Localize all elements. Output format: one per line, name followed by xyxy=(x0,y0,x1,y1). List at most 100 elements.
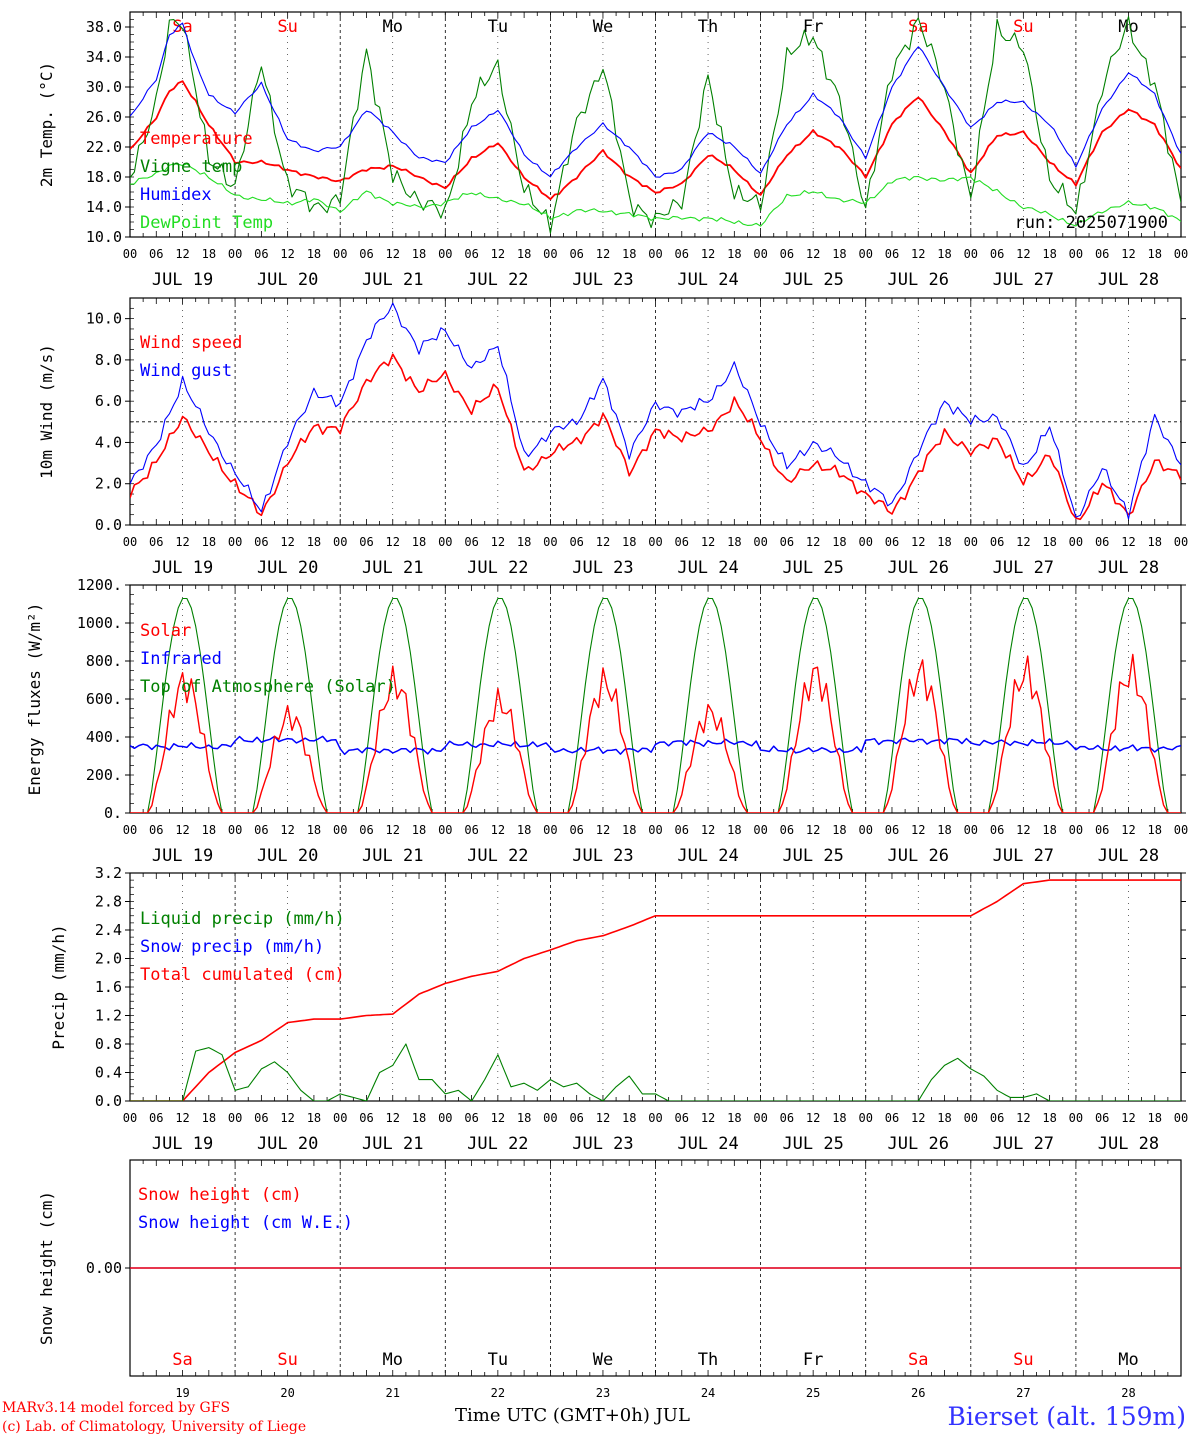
day-of-week-label: Mo xyxy=(1118,17,1138,37)
y-tick-label: 14.0 xyxy=(86,198,122,216)
hour-tick-label: 18 xyxy=(727,247,741,261)
y-tick-label: 0.8 xyxy=(95,1035,122,1053)
hour-tick-label: 06 xyxy=(990,1111,1004,1125)
hour-tick-label: 12 xyxy=(386,1111,400,1125)
hour-tick-label: 06 xyxy=(885,535,899,549)
day-of-week-label: Fr xyxy=(803,1350,823,1370)
legend-entry: Humidex xyxy=(140,185,212,205)
date-label: JUL 22 xyxy=(467,1134,528,1154)
hour-tick-label: 06 xyxy=(254,247,268,261)
hour-tick-label: 00 xyxy=(543,247,557,261)
hour-tick-label: 12 xyxy=(701,1111,715,1125)
hour-tick-label: 18 xyxy=(622,1111,636,1125)
date-label: JUL 21 xyxy=(362,558,423,578)
day-number-label: 24 xyxy=(701,1386,715,1400)
date-label: JUL 21 xyxy=(362,846,423,866)
date-label: JUL 22 xyxy=(467,846,528,866)
y-tick-label: 2.0 xyxy=(95,950,122,968)
hour-tick-label: 12 xyxy=(280,1111,294,1125)
hour-tick-label: 06 xyxy=(885,823,899,837)
y-tick-label: 8.0 xyxy=(95,351,122,369)
plot-area xyxy=(130,302,1181,521)
date-label: JUL 28 xyxy=(1098,270,1159,290)
day-number-label: 20 xyxy=(280,1386,294,1400)
hour-tick-label: 00 xyxy=(858,247,872,261)
hour-tick-label: 06 xyxy=(254,823,268,837)
footer-model-line2: (c) Lab. of Climatology, University of L… xyxy=(2,1419,307,1435)
series-line-2 xyxy=(130,302,1181,520)
y-axis-title: Precip (mm/h) xyxy=(49,924,68,1049)
hour-tick-label: 12 xyxy=(386,535,400,549)
date-label: JUL 23 xyxy=(572,1134,633,1154)
hour-tick-label: 12 xyxy=(1121,1111,1135,1125)
panel-frame xyxy=(129,11,1182,238)
hour-tick-label: 18 xyxy=(727,535,741,549)
day-of-week-label: Fr xyxy=(803,17,823,37)
legend-entry: Temperature xyxy=(140,129,253,149)
hour-tick-label: 06 xyxy=(885,247,899,261)
hour-tick-label: 06 xyxy=(780,247,794,261)
hour-tick-label: 00 xyxy=(648,1111,662,1125)
date-label: JUL 19 xyxy=(152,846,213,866)
day-of-week-label: Su xyxy=(277,1350,297,1370)
day-number-label: 25 xyxy=(806,1386,820,1400)
hour-tick-label: 18 xyxy=(307,823,321,837)
hour-tick-label: 12 xyxy=(1121,823,1135,837)
series-line-1 xyxy=(130,80,1181,201)
footer-model-line1: MARv3.14 model forced by GFS xyxy=(2,1400,231,1416)
hour-tick-label: 06 xyxy=(780,1111,794,1125)
hour-tick-label: 12 xyxy=(806,1111,820,1125)
date-label: JUL 27 xyxy=(993,846,1054,866)
hour-tick-label: 00 xyxy=(438,823,452,837)
day-of-week-label: Mo xyxy=(1118,1350,1138,1370)
hour-tick-label: 12 xyxy=(280,535,294,549)
hour-tick-label: 12 xyxy=(806,535,820,549)
date-label: JUL 23 xyxy=(572,846,633,866)
hour-tick-label: 18 xyxy=(1042,823,1056,837)
hour-tick-label: 12 xyxy=(1016,1111,1030,1125)
hour-tick-label: 06 xyxy=(149,535,163,549)
legend-entry: Snow precip (mm/h) xyxy=(140,937,324,957)
hour-tick-label: 12 xyxy=(1016,247,1030,261)
hour-tick-label: 18 xyxy=(202,247,216,261)
hour-tick-label: 18 xyxy=(1042,247,1056,261)
hour-tick-label: 18 xyxy=(202,1111,216,1125)
day-number-label: 22 xyxy=(491,1386,505,1400)
y-tick-label: 200. xyxy=(86,766,122,784)
hour-tick-label: 00 xyxy=(123,535,137,549)
date-label: JUL 27 xyxy=(993,270,1054,290)
hour-tick-label: 06 xyxy=(359,823,373,837)
series-line-2 xyxy=(130,1043,1181,1101)
hour-tick-label: 06 xyxy=(359,1111,373,1125)
hour-tick-label: 00 xyxy=(228,247,242,261)
date-label: JUL 24 xyxy=(677,846,738,866)
hour-tick-label: 00 xyxy=(1174,247,1188,261)
hour-tick-label: 00 xyxy=(333,1111,347,1125)
hour-tick-label: 00 xyxy=(753,823,767,837)
day-of-week-label: Su xyxy=(1013,1350,1033,1370)
hour-tick-label: 18 xyxy=(727,1111,741,1125)
hour-tick-label: 00 xyxy=(543,1111,557,1125)
series-line-2 xyxy=(130,15,1181,234)
hour-tick-label: 06 xyxy=(990,535,1004,549)
hour-tick-label: 12 xyxy=(1016,535,1030,549)
y-tick-label: 0.0 xyxy=(95,1092,122,1110)
y-axis-title: 2m Temp. (°C) xyxy=(37,62,56,187)
date-label: JUL 22 xyxy=(467,558,528,578)
hour-tick-label: 06 xyxy=(675,247,689,261)
footer-xlabel: Time UTC (GMT+0h) JUL xyxy=(455,1405,690,1426)
hour-tick-label: 18 xyxy=(622,247,636,261)
hour-tick-label: 00 xyxy=(333,535,347,549)
hour-tick-label: 06 xyxy=(990,247,1004,261)
hour-tick-label: 00 xyxy=(228,1111,242,1125)
hour-tick-label: 18 xyxy=(937,1111,951,1125)
y-tick-label: 30.0 xyxy=(86,78,122,96)
hour-tick-label: 18 xyxy=(517,535,531,549)
hour-tick-label: 06 xyxy=(464,823,478,837)
hour-tick-label: 12 xyxy=(491,247,505,261)
hour-tick-label: 18 xyxy=(832,535,846,549)
series-line-infrared xyxy=(130,735,1181,756)
hour-tick-label: 12 xyxy=(911,1111,925,1125)
date-label: JUL 20 xyxy=(257,846,318,866)
day-of-week-label: Sa xyxy=(172,1350,192,1370)
